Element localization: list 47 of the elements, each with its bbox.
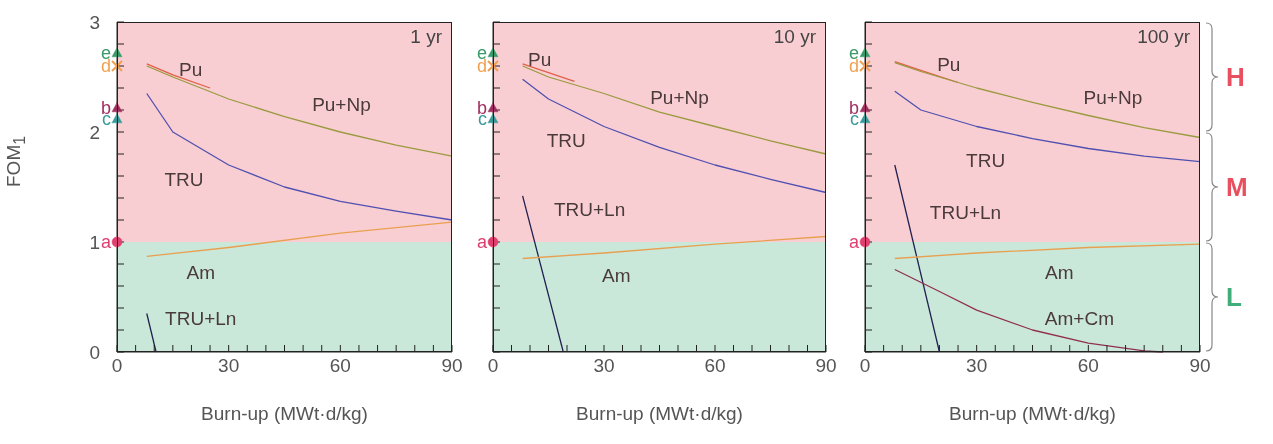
series-label: Pu+Np — [1083, 86, 1143, 109]
x-tick-label: 90 — [1189, 355, 1211, 377]
x-tick-label: 30 — [218, 355, 240, 377]
series-label: Pu — [937, 53, 961, 76]
series-label: TRU+Ln — [553, 199, 626, 222]
series-label: Pu+Np — [650, 86, 709, 109]
series-label: TRU+Ln — [929, 202, 1002, 225]
series-label: a — [100, 232, 112, 252]
band-label: M — [1226, 172, 1248, 202]
x-tick-label: 0 — [111, 355, 123, 377]
line-series — [146, 221, 453, 257]
line-series — [146, 65, 453, 157]
y-tick-label: 1 — [89, 231, 100, 253]
y-tick-label: 2 — [89, 121, 100, 143]
x-tick-label: 60 — [329, 355, 351, 377]
y-tick-label: 3 — [89, 11, 100, 33]
series-label: TRU — [966, 149, 1006, 172]
x-axis-title: Burn-up (MWt·d/kg) — [201, 403, 368, 424]
x-tick-label: 90 — [441, 355, 463, 377]
series-label: Am+Cm — [1044, 308, 1114, 330]
series-label: a — [476, 232, 488, 252]
series-label: a — [848, 232, 860, 252]
series-label: Am — [601, 265, 631, 288]
y-tick-label: 0 — [89, 341, 100, 363]
x-axis-title: Burn-up (MWt·d/kg) — [576, 403, 743, 424]
series-label: TRU — [164, 169, 204, 192]
x-tick-label: 30 — [593, 355, 615, 377]
series-label: Pu — [179, 58, 203, 81]
series-label: TRU — [546, 129, 586, 152]
series-label: TRU+Ln — [165, 308, 237, 330]
series-label: Am — [1045, 261, 1074, 284]
band-label: L — [1226, 282, 1242, 312]
x-tick-label: 60 — [704, 355, 726, 377]
x-tick-label: 90 — [815, 355, 837, 377]
band-label: H — [1226, 62, 1245, 92]
x-tick-label: 0 — [487, 355, 499, 377]
x-axis-title: Burn-up (MWt·d/kg) — [949, 403, 1116, 424]
chart-title: 100 yr — [1136, 26, 1190, 48]
chart-title: 10 yr — [772, 26, 816, 48]
series-label: Pu+Np — [312, 93, 371, 116]
line-series — [146, 92, 453, 221]
series-label: Pu — [527, 48, 552, 71]
x-tick-label: 60 — [1077, 355, 1099, 377]
chart-title: 1 yr — [409, 26, 442, 48]
x-tick-label: 0 — [859, 355, 871, 377]
series-label: Am — [186, 261, 215, 284]
x-tick-label: 30 — [966, 355, 988, 377]
